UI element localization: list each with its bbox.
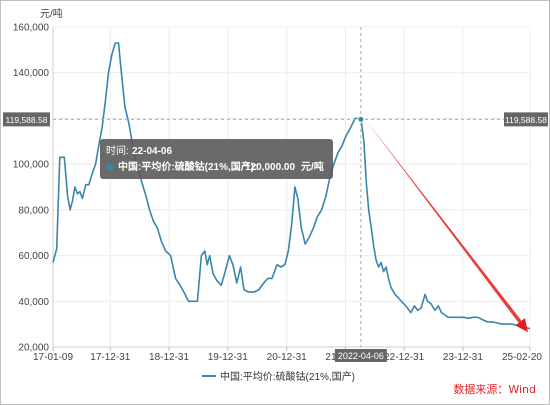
crosshair-point: [357, 115, 365, 123]
grid: [52, 26, 531, 348]
y-tick-label: 160,000: [13, 23, 50, 34]
x-tick-label: 19-12-31: [208, 352, 248, 363]
legend-label: 中国:平均价:硫酸钴(21%,国产): [220, 370, 355, 383]
x-tick-label: 17-01-09: [33, 352, 73, 363]
legend: 中国:平均价:硫酸钴(21%,国产): [202, 370, 355, 383]
x-axis: 17-01-09 17-12-31 18-12-31 19-12-31 20-12-31…: [33, 346, 542, 363]
data-source-note: 数据来源：Wind: [453, 383, 536, 396]
x-tick-label: 25-02-20: [502, 352, 542, 363]
y-tick-label: 80,000: [18, 205, 49, 216]
trend-arrow: [366, 121, 528, 333]
tooltip-value: 120,000.00: [245, 162, 295, 173]
y-unit-label: 元/吨: [40, 7, 63, 20]
crosshair-date-badge: [334, 349, 387, 362]
series-layer: [52, 42, 531, 330]
crosshair: 119,588.58 119,588.58 2022-04-06: [3, 27, 548, 362]
series-line: [52, 42, 531, 330]
tooltip-series-dot: [106, 163, 114, 171]
tooltip: 时间: 22-04-06 中国:平均价:硫酸钴(21%,国产): 120,000…: [100, 139, 333, 179]
crosshair-value-badge-left: [3, 112, 50, 127]
tooltip-unit: 元/吨: [301, 160, 324, 173]
y-tick-label: 140,000: [13, 68, 50, 79]
x-tick-label: 17-12-31: [90, 352, 130, 363]
x-tick-label: 23-12-31: [443, 352, 483, 363]
y-tick-label: 60,000: [18, 251, 49, 262]
y-tick-label: 40,000: [18, 297, 49, 308]
x-tick-label: 18-12-31: [149, 352, 189, 363]
crosshair-date-label: 2022-04-06: [338, 351, 384, 361]
tooltip-box: [100, 139, 333, 179]
tooltip-time-value: 22-04-06: [132, 146, 172, 157]
arrow-shaft: [366, 121, 522, 323]
y-tick-label: 20,000: [18, 343, 49, 354]
crosshair-value-label-right: 119,588.58: [505, 115, 547, 125]
arrow-head: [515, 318, 528, 333]
x-tick-label: 22-12-31: [384, 352, 424, 363]
x-tick-label: 20-12-31: [267, 352, 307, 363]
tooltip-series-name: 中国:平均价:硫酸钴(21%,国产):: [118, 160, 257, 173]
y-tick-label: 100,000: [13, 160, 50, 171]
crosshair-value-label-left: 119,588.58: [6, 115, 48, 125]
y-axis: 160,000140,000120,000100,00080,00060,000…: [13, 23, 54, 354]
tooltip-time-label: 时间:: [106, 144, 129, 157]
crosshair-value-badge-right: [504, 112, 548, 127]
